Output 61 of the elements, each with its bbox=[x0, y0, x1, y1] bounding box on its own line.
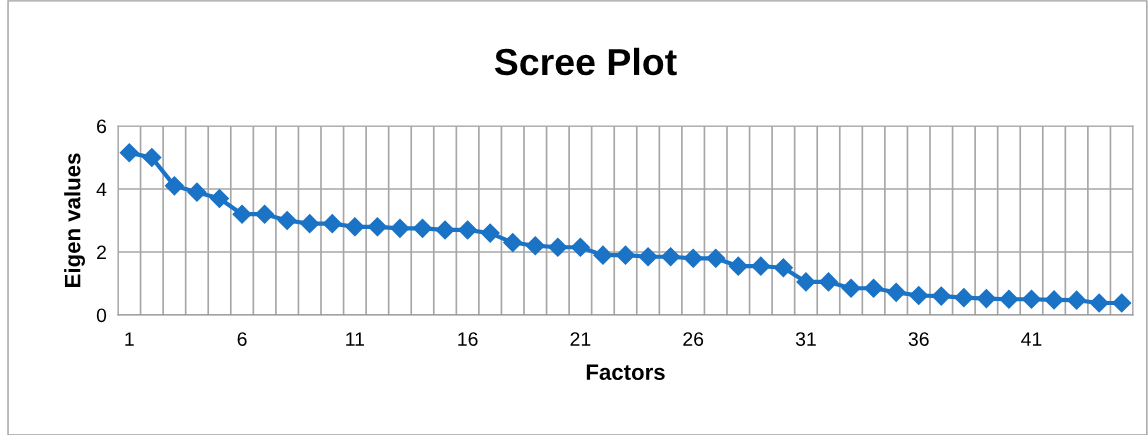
point bbox=[480, 223, 500, 243]
x-tick-label: 31 bbox=[795, 332, 816, 346]
point bbox=[1112, 293, 1132, 313]
y-tick-label: 0 bbox=[96, 308, 107, 323]
x-tick-label: 1 bbox=[125, 332, 134, 346]
point bbox=[277, 210, 297, 231]
point bbox=[999, 289, 1019, 309]
x-tick-label: 26 bbox=[683, 332, 704, 346]
y-tick-label: 2 bbox=[97, 245, 106, 260]
point bbox=[976, 289, 996, 309]
point bbox=[435, 220, 455, 240]
x-tick-label: 21 bbox=[570, 332, 591, 346]
point bbox=[1021, 289, 1042, 309]
point bbox=[300, 214, 320, 234]
point bbox=[187, 182, 207, 202]
x-tick-label: 11 bbox=[346, 332, 364, 346]
point bbox=[661, 247, 681, 267]
point bbox=[818, 272, 839, 292]
point bbox=[706, 248, 726, 268]
point bbox=[232, 204, 252, 224]
chart-title: Scree Plot bbox=[494, 47, 677, 76]
x-tick-label: 41 bbox=[1021, 332, 1042, 346]
point bbox=[503, 233, 523, 253]
point bbox=[796, 272, 816, 292]
x-tick-label: 16 bbox=[458, 332, 478, 346]
x-axis-title: Factors bbox=[586, 364, 665, 380]
point bbox=[841, 278, 861, 298]
point bbox=[886, 282, 906, 302]
y-tick-label: 4 bbox=[96, 182, 107, 197]
point bbox=[864, 278, 884, 298]
point bbox=[751, 256, 771, 276]
point bbox=[1044, 290, 1064, 310]
point bbox=[593, 245, 613, 265]
point bbox=[142, 147, 162, 168]
point bbox=[322, 214, 342, 234]
point bbox=[1089, 293, 1109, 313]
point bbox=[728, 256, 748, 276]
y-tick-label: 6 bbox=[97, 119, 107, 134]
point bbox=[458, 220, 478, 240]
y-axis-title: Eigen values bbox=[64, 153, 85, 287]
point bbox=[570, 237, 590, 257]
x-tick-label: 36 bbox=[908, 332, 929, 346]
point bbox=[615, 245, 636, 265]
point bbox=[954, 288, 974, 308]
point bbox=[525, 236, 545, 256]
point bbox=[119, 143, 139, 163]
point bbox=[255, 204, 275, 224]
point bbox=[548, 237, 568, 257]
x-tick-label: 6 bbox=[237, 332, 247, 346]
point bbox=[367, 217, 387, 237]
point bbox=[683, 248, 703, 268]
point bbox=[909, 285, 929, 306]
point bbox=[345, 217, 365, 237]
point bbox=[390, 218, 410, 238]
point bbox=[209, 188, 230, 208]
point bbox=[412, 218, 433, 238]
point bbox=[1067, 290, 1087, 310]
point bbox=[164, 176, 184, 196]
point bbox=[638, 247, 658, 267]
point bbox=[773, 258, 793, 278]
point bbox=[931, 286, 951, 306]
